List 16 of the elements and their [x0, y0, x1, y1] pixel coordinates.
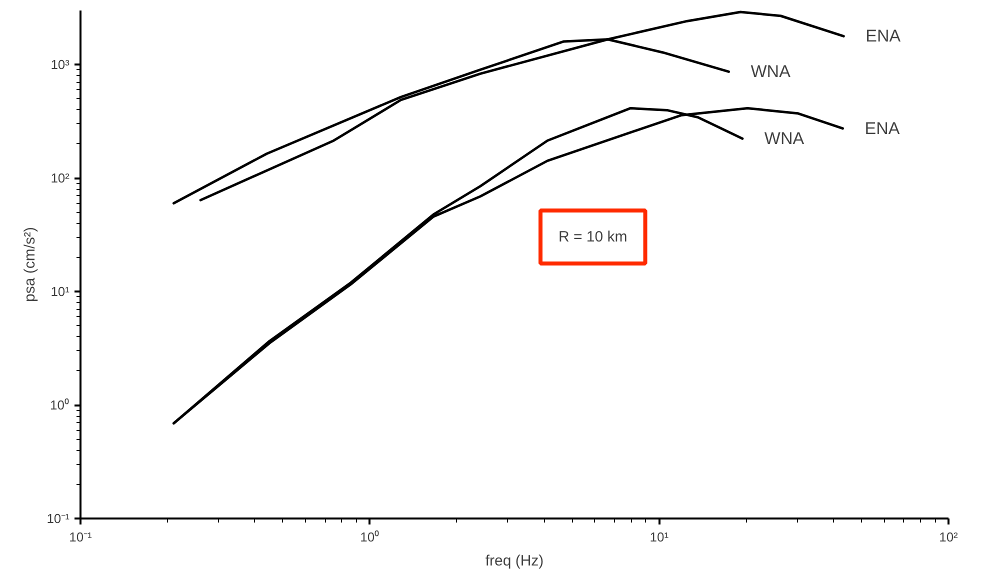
x-tick-label: 10² — [939, 530, 959, 544]
x-tick-label: 10¹ — [650, 530, 670, 544]
y-tick-label: 10⁰ — [50, 398, 70, 413]
x-tick-label: 10⁻¹ — [69, 530, 93, 544]
y-tick-label: 10² — [50, 170, 70, 186]
annotation: R = 10 km — [558, 228, 628, 246]
series-label: ENA — [864, 118, 900, 138]
y-axis-title: psa (cm/s²) — [22, 226, 39, 302]
series-label: WNA — [764, 129, 805, 148]
x-axis-title: freq (Hz) — [485, 552, 544, 570]
x-tick-label: 10⁰ — [360, 530, 380, 544]
y-tick-label: 10¹ — [50, 284, 70, 300]
series-label: WNA — [750, 62, 792, 82]
y-tick-label: 10³ — [50, 57, 70, 72]
series-label: ENA — [866, 26, 902, 46]
y-tick-label: 10⁻¹ — [46, 511, 70, 526]
